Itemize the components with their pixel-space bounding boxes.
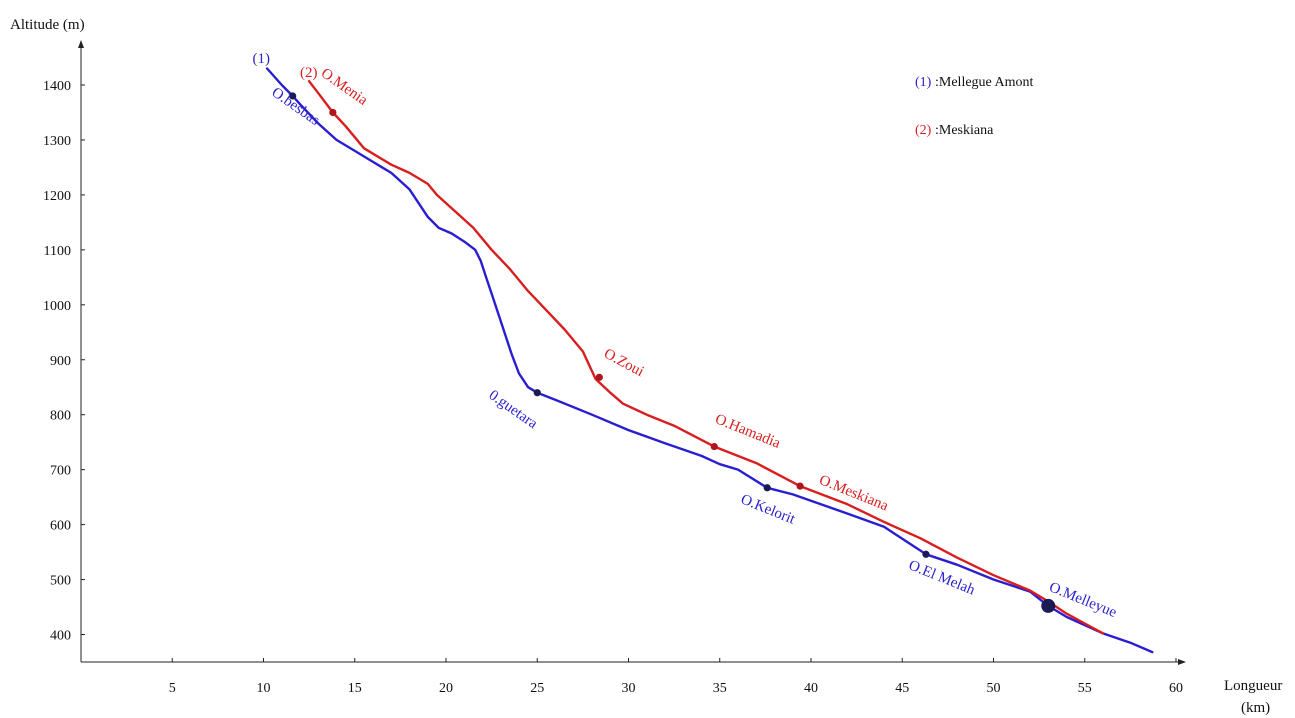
legend-tag: (2) — [915, 123, 932, 138]
x-tick-label: 15 — [348, 681, 362, 696]
x-tick-label: 30 — [622, 681, 636, 696]
x-tick-label: 50 — [987, 681, 1001, 696]
series-line-s2 — [307, 80, 1105, 635]
confluence-marker — [796, 482, 804, 490]
tributary-label: O.Zoui — [601, 346, 646, 380]
tributary-label: O.Kelorit — [738, 491, 798, 528]
tributary-label: 0.guetara — [486, 387, 541, 432]
tributary-label: O.Hamadia — [713, 411, 783, 452]
y-tick-label: 1100 — [44, 244, 71, 259]
y-tick-label: 700 — [50, 464, 71, 479]
x-tick-label: 5 — [169, 681, 176, 696]
x-tick-label: 35 — [713, 681, 727, 696]
confluence-marker — [710, 442, 718, 451]
confluence-marker — [922, 550, 930, 558]
x-tick-label: 60 — [1169, 681, 1183, 696]
series-line-s1 — [265, 67, 1154, 654]
legend-label: :Meskiana — [935, 123, 994, 138]
confluence-marker — [1041, 598, 1056, 613]
x-tick-label: 45 — [895, 681, 909, 696]
legend-entry: (1) :Mellegue Amont — [915, 75, 1033, 90]
tick-marks: 5 10 15 20 25 30 35 40 45 50 55 60 400 500 600 700 800 90… — [43, 79, 1183, 696]
tributary-label: O.besbas — [269, 85, 323, 130]
x-tick-label: 25 — [530, 681, 544, 696]
series-tag-s1: (1) — [253, 51, 270, 67]
y-tick-label: 600 — [50, 519, 71, 534]
legend: (1) :Mellegue Amont (2) :Meskiana — [915, 75, 1033, 138]
y-tick-label: 1200 — [43, 189, 71, 204]
x-axis-arrow — [1178, 659, 1186, 665]
x-tick-label: 20 — [439, 681, 453, 696]
y-axis-arrow — [78, 40, 84, 48]
confluence-markers — [289, 92, 1056, 613]
y-tick-label: 800 — [50, 409, 71, 424]
confluence-marker — [533, 389, 541, 397]
series-lines — [265, 67, 1154, 654]
legend-label: :Mellegue Amont — [935, 75, 1033, 90]
tributary-label: O.Melleyue — [1047, 579, 1119, 621]
x-axis-title-line1: Longueur — [1224, 678, 1282, 694]
confluence-marker — [289, 92, 297, 100]
confluence-marker — [329, 108, 337, 117]
x-tick-label: 10 — [257, 681, 271, 696]
legend-tag: (1) — [915, 75, 932, 90]
series-tag-s2: (2) — [300, 65, 318, 81]
y-tick-label: 1300 — [43, 134, 71, 149]
y-tick-label: 1400 — [43, 79, 71, 94]
legend-entry: (2) :Meskiana — [915, 123, 994, 138]
y-axis-title: Altitude (m) — [10, 17, 85, 33]
confluence-marker — [595, 373, 603, 381]
x-tick-label: 55 — [1078, 681, 1092, 696]
y-tick-label: 400 — [50, 629, 71, 644]
confluence-marker — [763, 484, 771, 492]
axes — [78, 40, 1186, 665]
y-tick-label: 500 — [50, 574, 71, 589]
y-tick-label: 1000 — [43, 299, 71, 314]
y-tick-label: 900 — [50, 354, 71, 369]
x-tick-label: 40 — [804, 681, 818, 696]
x-axis-title-line2: (km) — [1241, 700, 1270, 716]
